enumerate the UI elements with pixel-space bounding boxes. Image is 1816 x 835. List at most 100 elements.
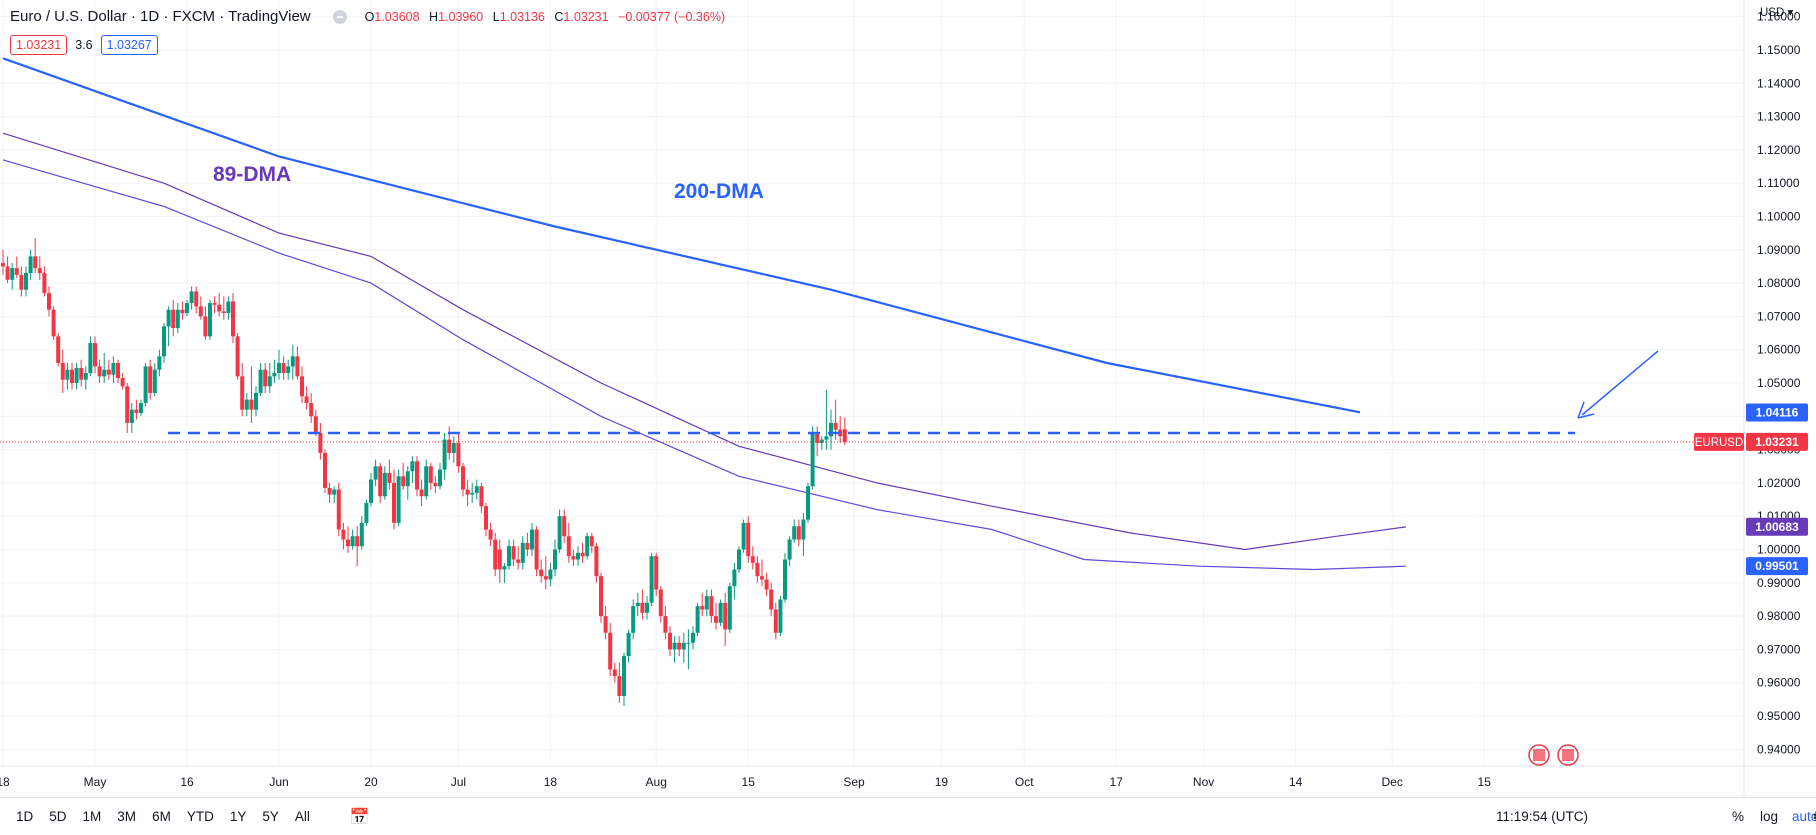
candle-body: [543, 576, 548, 580]
candle: [111, 356, 116, 383]
candle: [180, 301, 185, 320]
minimize-icon[interactable]: [332, 9, 347, 24]
symbol-title[interactable]: Euro / U.S. Dollar · 1D · FXCM · Trading…: [10, 8, 311, 25]
arrow-shaft: [1581, 350, 1659, 416]
candle: [594, 542, 599, 583]
candle-body: [428, 466, 433, 483]
candle-body: [461, 466, 465, 490]
bottom-toolbar: 1D 5D 1M 3M 6M YTD 1Y 5Y All 📅 11:19:54 …: [0, 797, 1816, 835]
candle-body: [106, 369, 111, 375]
range-1d[interactable]: 1D: [16, 809, 34, 824]
candle: [33, 238, 38, 274]
percent-toggle[interactable]: %: [1732, 809, 1745, 824]
candle-body: [346, 539, 350, 547]
candle-body: [198, 306, 203, 317]
x-tick-label: Jul: [451, 775, 466, 789]
ask-box[interactable]: 1.03267: [100, 35, 158, 55]
price-tag-value: 1.03231: [1755, 435, 1799, 449]
candle-body: [520, 542, 525, 563]
x-tick-label: 15: [1478, 775, 1492, 789]
candle-body: [180, 309, 185, 314]
utc-clock[interactable]: 11:19:54 (UTC): [1496, 809, 1589, 824]
candle-body: [364, 502, 369, 523]
candle-body: [760, 576, 764, 580]
candle: [235, 333, 240, 380]
candle-body: [290, 356, 295, 367]
time-axis: 18 May 16 Jun 20 Jul 18 Aug 15 Sep 19 Oct 17 Nov 14 Dec…: [0, 775, 1491, 789]
candle-body: [433, 482, 438, 487]
range-ytd[interactable]: YTD: [186, 809, 214, 824]
candle-body: [608, 632, 613, 670]
candle-body: [208, 303, 212, 337]
candle-body: [56, 336, 61, 364]
candle: [493, 532, 498, 577]
candle: [649, 552, 654, 607]
x-tick-label: 17: [1110, 775, 1124, 789]
candle-body: [221, 311, 226, 314]
candle: [474, 479, 479, 500]
candle-body: [626, 632, 631, 657]
chart-header: Euro / U.S. Dollar · 1D · FXCM · Trading…: [10, 8, 731, 25]
candle-body: [327, 487, 332, 495]
range-1m[interactable]: 1M: [82, 809, 102, 824]
candle: [217, 293, 222, 317]
candle-body: [235, 336, 240, 377]
candle-body: [599, 576, 603, 617]
bid-box[interactable]: 1.03231: [10, 35, 68, 55]
candle: [700, 592, 705, 617]
candle-body: [373, 466, 378, 480]
candle: [28, 249, 33, 280]
x-tick-label: Aug: [646, 775, 667, 789]
candle: [162, 323, 166, 364]
candle-body: [465, 489, 470, 495]
candle: [157, 349, 162, 377]
y-tick-label: 0.95000: [1757, 709, 1801, 723]
candle: [488, 522, 493, 547]
candle: [714, 602, 718, 630]
range-5d[interactable]: 5D: [49, 809, 67, 824]
candle: [392, 469, 396, 530]
candle: [764, 572, 769, 597]
range-6m[interactable]: 6M: [152, 809, 171, 824]
candle-body: [19, 274, 24, 290]
settings-gear-icon[interactable]: ⚙: [1812, 807, 1816, 827]
candle-body: [134, 409, 139, 413]
candle-body: [727, 586, 732, 630]
candle-body: [709, 596, 714, 617]
candle-body: [125, 386, 130, 423]
candle: [465, 479, 470, 507]
currency-selector[interactable]: USD ▾: [1760, 7, 1794, 19]
x-tick-label: 19: [935, 775, 949, 789]
candle-body: [842, 429, 847, 442]
auto-toggle[interactable]: auto: [1792, 809, 1816, 824]
candle: [332, 486, 337, 503]
y-tick-label: 1.10000: [1757, 209, 1801, 223]
range-all[interactable]: All: [294, 809, 310, 824]
y-tick-label: 1.05000: [1757, 376, 1801, 390]
goto-date-icon[interactable]: 📅: [349, 808, 370, 826]
range-1y[interactable]: 1Y: [229, 809, 247, 824]
event-flag: [1562, 749, 1574, 761]
candle-body: [171, 309, 176, 329]
candle: [447, 426, 452, 460]
candle: [405, 466, 410, 500]
log-toggle[interactable]: log: [1760, 809, 1779, 824]
candle: [341, 522, 346, 550]
range-3m[interactable]: 3M: [117, 809, 137, 824]
candle: [801, 512, 806, 557]
candle: [244, 392, 249, 417]
candle-body: [488, 529, 493, 540]
candle-body: [217, 304, 222, 312]
candle-body: [148, 366, 153, 393]
range-5y[interactable]: 5Y: [262, 809, 279, 824]
candle-body: [277, 363, 281, 374]
price-chart[interactable]: 89-DMA 200-DMA 0.94000 0.95000 0.96000 0.970…: [0, 0, 1816, 797]
candle: [364, 499, 369, 527]
candle-body: [622, 656, 626, 697]
candle: [221, 296, 226, 320]
candle: [810, 426, 815, 490]
candle: [5, 256, 10, 284]
candle-body: [773, 609, 778, 633]
candle: [709, 589, 714, 623]
candle: [484, 502, 488, 537]
